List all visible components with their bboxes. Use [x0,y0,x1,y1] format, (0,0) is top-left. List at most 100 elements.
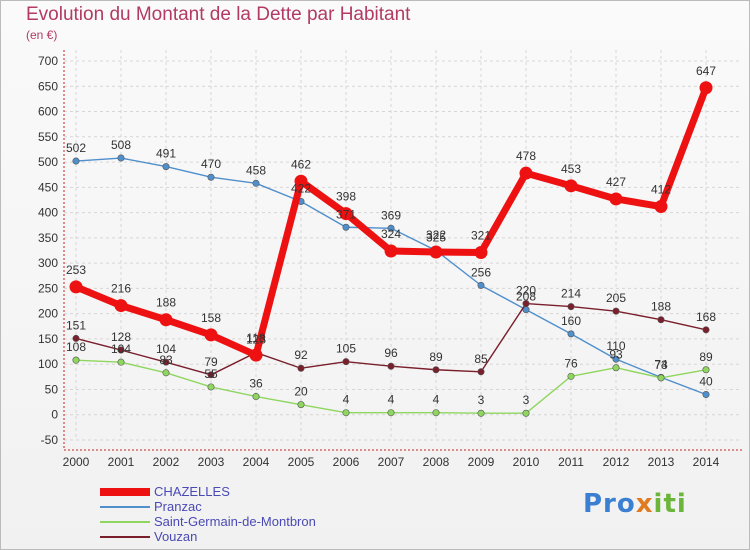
y-tick-label: 150 [38,332,58,346]
data-point [342,223,350,231]
x-tick-label: 2008 [423,455,450,469]
x-tick-label: 2001 [108,455,135,469]
x-tick-label: 2013 [648,455,675,469]
y-tick-label: 0 [51,408,58,422]
data-point [567,330,575,338]
data-label: 412 [651,183,671,197]
data-label: 324 [381,227,401,241]
data-label: 4 [388,393,395,407]
data-label: 462 [291,157,311,171]
y-tick-label: 550 [38,130,58,144]
data-label: 321 [471,229,491,243]
x-tick-label: 2003 [198,455,225,469]
x-tick-label: 2004 [243,455,270,469]
x-tick-label: 2005 [288,455,315,469]
data-point [72,356,80,364]
data-label: 104 [111,342,131,356]
data-label: 253 [66,263,86,277]
data-label: 4 [343,393,350,407]
data-point [117,346,125,354]
data-label: 36 [249,377,263,391]
data-label: 76 [564,356,578,370]
data-point [477,281,485,289]
data-label: 220 [516,284,536,298]
data-point [342,409,350,417]
data-point [612,307,620,315]
x-tick-label: 2006 [333,455,360,469]
chart-title: Evolution du Montant de la Dette par Hab… [26,4,411,25]
data-point [519,166,533,180]
data-label: 74 [654,357,668,371]
data-point [477,409,485,417]
data-label: 458 [246,163,266,177]
legend-label: Saint-Germain-de-Montbron [154,514,316,529]
x-tick-label: 2000 [63,455,90,469]
data-label: 89 [699,350,713,364]
data-point [297,364,305,372]
data-label: 208 [516,290,536,304]
data-point [204,328,218,342]
data-label: 89 [429,350,443,364]
data-point [387,409,395,417]
y-tick-label: 500 [38,155,58,169]
data-label: 79 [204,355,218,369]
data-point [117,358,125,366]
data-label: 214 [561,287,581,301]
data-label: 123 [246,333,266,347]
x-tick-label: 2012 [603,455,630,469]
y-tick-label: 50 [45,382,59,396]
chart-unit: (en €) [26,28,58,42]
data-label: 4 [433,393,440,407]
data-label: 491 [156,147,176,161]
data-point [114,299,128,313]
data-label: 73 [654,358,668,372]
data-point [567,303,575,311]
data-label: 85 [474,352,488,366]
data-label: 502 [66,141,86,155]
data-label: 55 [204,367,218,381]
data-point [159,313,173,327]
data-point [522,300,530,308]
data-point [432,409,440,417]
x-tick-label: 2009 [468,455,495,469]
data-point [387,224,395,232]
data-label: 256 [471,265,491,279]
data-label: 151 [66,318,86,332]
data-point [72,334,80,342]
data-point [702,366,710,374]
data-point [252,179,260,187]
y-tick-label: 100 [38,357,58,371]
data-point [207,383,215,391]
data-label: 453 [561,162,581,176]
data-label: 20 [294,385,308,399]
data-point [69,280,83,294]
data-point [477,368,485,376]
legend-label: Vouzan [154,529,198,544]
legend-label: Pranzac [154,499,202,514]
legend-swatch [100,521,150,523]
proxiti-logo: Proxiti [583,489,687,519]
data-point [702,391,710,399]
data-label: 188 [651,300,671,314]
data-label: 427 [606,175,626,189]
y-tick-label: 250 [38,281,58,295]
data-label: 508 [111,138,131,152]
data-label: 108 [66,340,86,354]
data-point [297,401,305,409]
data-point [609,192,623,206]
chart-axes: -50 0 50 100 150 200 250 300 350 400 450 500 550 600 6… [38,50,742,469]
data-point [564,179,578,193]
y-tick-label: 400 [38,206,58,220]
data-label: 96 [384,346,398,360]
data-label: 3 [523,393,530,407]
data-point [339,207,353,221]
data-point [474,246,488,260]
data-label: 105 [336,342,356,356]
data-point [612,355,620,363]
data-label: 160 [561,314,581,328]
data-label: 369 [381,208,401,222]
x-tick-label: 2007 [378,455,405,469]
x-tick-label: 2011 [558,455,584,469]
data-point [702,326,710,334]
